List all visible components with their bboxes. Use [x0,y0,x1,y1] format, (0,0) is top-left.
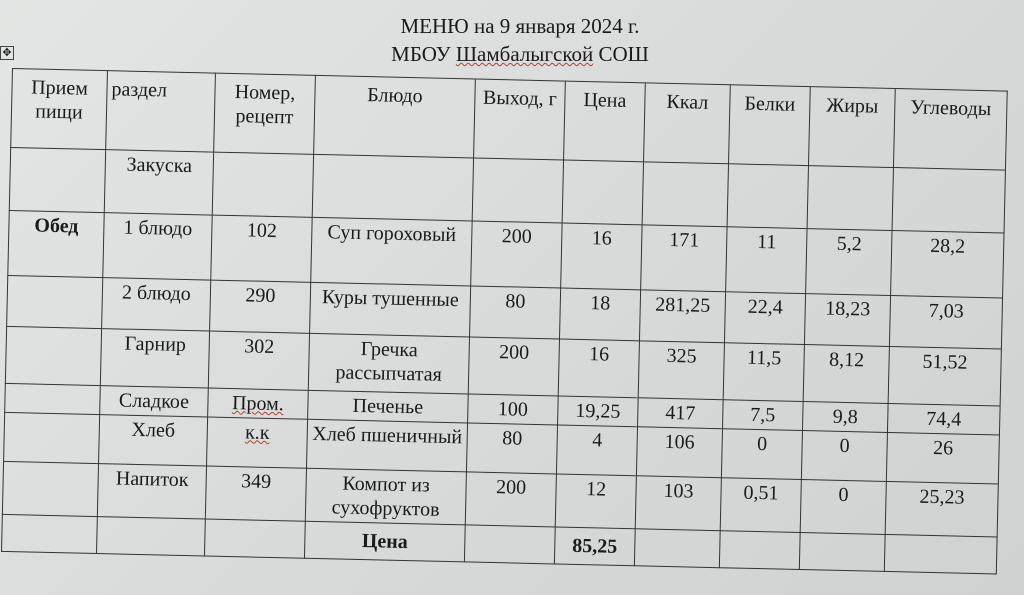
title-line-2: МБОУ Шамбалыгской СОШ [0,40,1024,68]
cell-yield: 80 [466,422,558,474]
cell-recipe: 290 [209,280,311,334]
cell-protein: 11,5 [723,342,805,402]
cell-carbs: 51,52 [888,346,1002,407]
cell-meal [3,412,100,464]
cell-kcal: 103 [635,475,722,531]
cell-dish [312,154,474,221]
header-carbs: Углеводы [893,88,1008,171]
cell-fat: 0 [801,430,888,482]
cell-carbs: 74,4 [887,403,1001,435]
cell-yield: 200 [465,471,557,527]
cell-price: 16 [560,223,643,290]
cell-carbs: 25,23 [885,481,999,537]
cell-yield: 200 [468,336,560,396]
cell-protein: 7,5 [722,399,804,431]
move-handle-icon[interactable]: ✥ [0,46,14,60]
cell-meal [4,383,101,415]
cell-price: 19,25 [557,395,639,427]
total-value: 85,25 [554,526,636,566]
title-prefix: МБОУ [391,42,456,66]
cell-recipe: Пром. [207,388,309,420]
cell-recipe [212,152,314,218]
cell-kcal: 281,25 [639,289,726,343]
cell-section: Хлеб [98,414,208,467]
cell-fat: 18,23 [804,293,891,347]
cell-fat: 8,12 [803,344,890,404]
cell-kcal: 417 [637,397,724,429]
menu-table-wrapper: Прием пищи раздел Номер, рецепт Блюдо Вы… [1,68,1008,574]
cell-carbs: 7,03 [889,295,1003,350]
header-meal: Прием пищи [10,68,108,150]
cell-recipe: 102 [210,215,313,283]
cell-yield [472,157,564,224]
cell-section: Гарнир [100,328,210,389]
cell-protein: 0 [721,428,803,480]
cell-carbs: 26 [886,432,1000,484]
cell-dish: Хлеб пшеничный [306,419,468,472]
cell-protein: 11 [725,226,808,294]
cell-price: 4 [556,424,638,476]
total-label: Цена [304,521,466,562]
cell-section: Сладкое [99,385,209,418]
cell-kcal: 106 [636,426,723,478]
cell-yield: 100 [467,393,559,425]
cell-dish: Печенье [307,390,469,423]
cell-section: Напиток [97,463,207,520]
header-yield: Выход, г [473,79,566,161]
cell-dish: Компот из сухофруктов [305,468,467,525]
cell-recipe: к.к [206,417,308,469]
cell-recipe: 349 [205,466,307,522]
cell-kcal: 325 [638,340,725,400]
cell-fat: 5,2 [805,228,893,296]
cell-meal [6,275,103,329]
cell-kcal: 171 [640,224,728,292]
cell-dish: Суп гороховый [310,217,473,286]
cell-section: 2 блюдо [101,277,211,332]
header-kcal: Ккал [643,82,731,164]
cell-price [562,160,644,225]
header-fat: Жиры [808,86,896,168]
document-title: МЕНЮ на 9 января 2024 г. МБОУ Шамбалыгск… [0,12,1024,68]
cell-fat [807,165,894,231]
cell-meal [5,326,102,386]
cell-dish: Куры тушенные [309,282,471,337]
cell-protein: 22,4 [724,291,806,345]
header-protein: Белки [728,84,811,166]
cell-yield: 200 [470,220,563,289]
cell-protein [727,163,809,229]
menu-table: Прием пищи раздел Номер, рецепт Блюдо Вы… [1,68,1008,574]
cell-fat: 9,8 [802,401,889,433]
cell-recipe: 302 [208,331,310,391]
cell-dish: Гречка рассыпчатая [308,333,470,394]
cell-meal [2,461,99,517]
cell-price: 18 [559,288,641,341]
cell-section: Закуска [104,149,214,216]
cell-carbs: 28,2 [890,230,1005,299]
cell-fat: 0 [800,479,887,535]
cell-meal [9,147,106,213]
cell-price: 12 [555,473,637,529]
title-line-1: МЕНЮ на 9 января 2024 г. [400,14,640,38]
school-name: Шамбалыгской [455,42,594,66]
header-recipe: Номер, рецепт [213,73,316,155]
cell-kcal [642,161,729,227]
cell-section: 1 блюдо [102,212,213,281]
cell-yield: 80 [469,285,561,339]
cell-meal: Обед [7,210,105,278]
header-price: Цена [563,81,646,162]
header-section: раздел [105,70,216,153]
title-suffix: СОШ [593,42,649,66]
cell-carbs [892,167,1006,234]
cell-protein: 0,51 [720,477,802,533]
header-dish: Блюдо [313,75,476,158]
cell-price: 16 [558,338,640,398]
